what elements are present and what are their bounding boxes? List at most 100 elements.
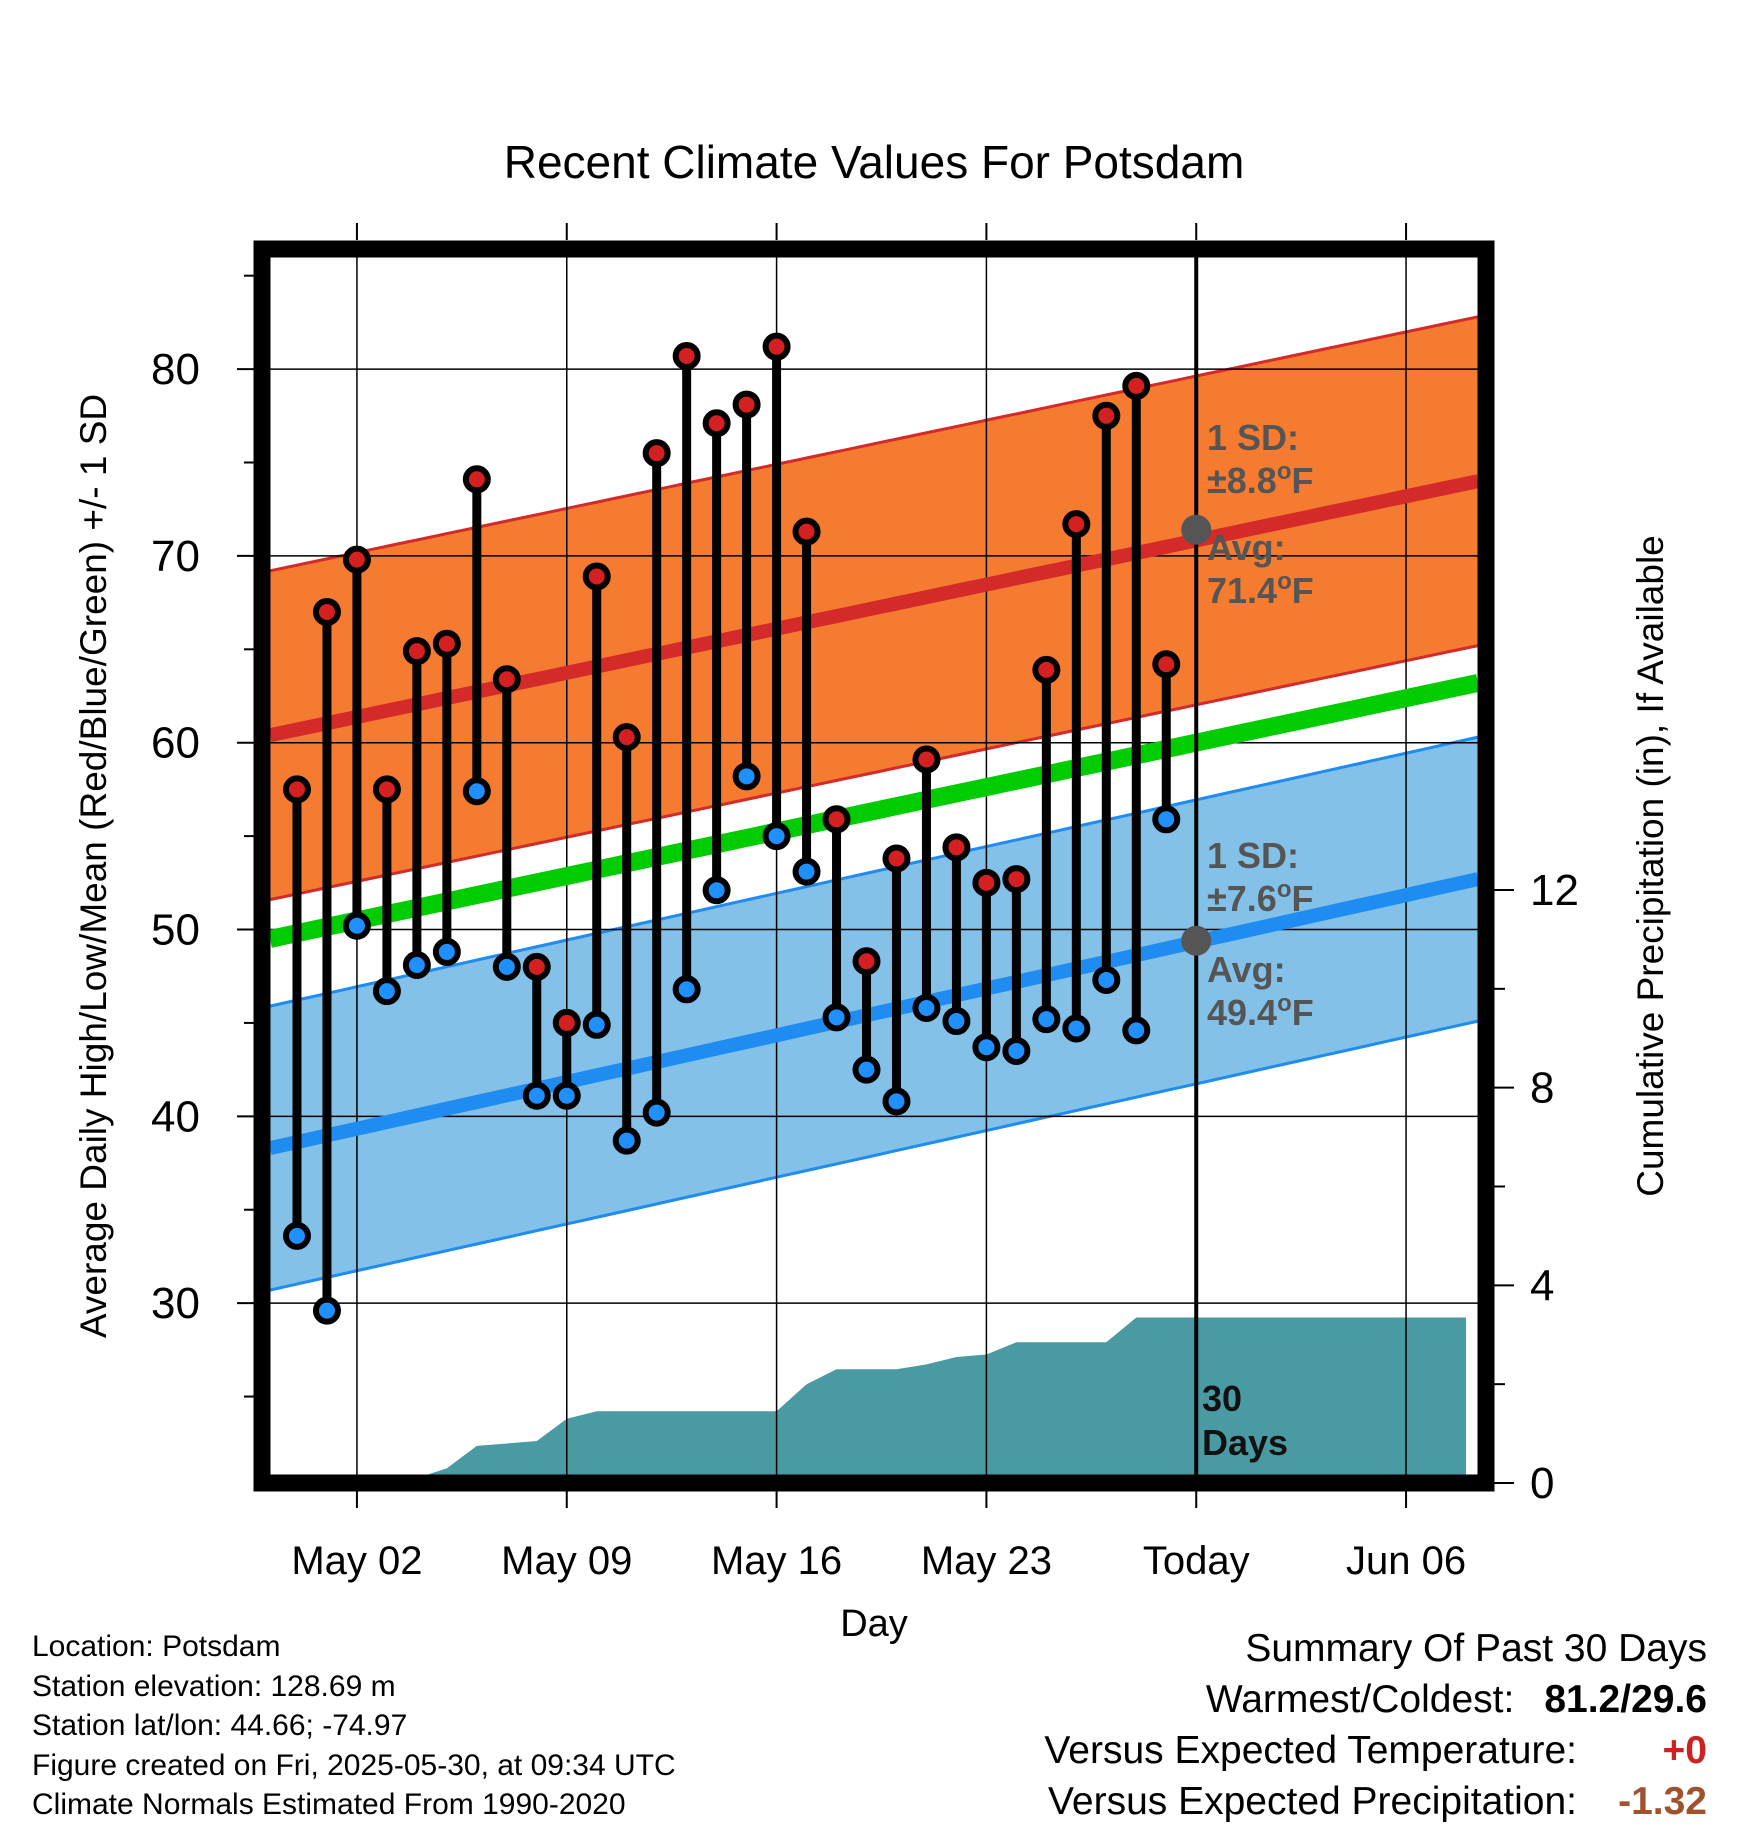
x-tick-label: May 23 xyxy=(921,1539,1052,1583)
daily-low-point xyxy=(402,951,431,980)
temp-label: Versus Expected Temperature: xyxy=(1044,1729,1577,1772)
y2-tick-label: 8 xyxy=(1530,1064,1554,1113)
daily-high-point xyxy=(1152,650,1181,679)
daily-low-point xyxy=(312,1296,341,1325)
daily-high-point xyxy=(522,952,551,981)
daily-high-point xyxy=(732,390,761,419)
station-info: Location: Potsdam Station elevation: 128… xyxy=(32,1627,676,1825)
high-band-lower-edge xyxy=(269,644,1479,902)
high-band-upper-edge xyxy=(269,315,1479,573)
y2-tick-label: 4 xyxy=(1530,1261,1554,1310)
daily-high-point xyxy=(672,342,701,371)
y-tick-label: 60 xyxy=(151,719,200,768)
daily-low-point xyxy=(642,1098,671,1127)
normal-low-line xyxy=(268,872,1480,1155)
daily-low-point xyxy=(462,777,491,806)
daily-high-point xyxy=(282,775,311,804)
low-avg-value: 49.4oF xyxy=(1207,990,1314,1033)
x-tick-label: May 09 xyxy=(501,1539,632,1583)
y2-tick-label: 0 xyxy=(1530,1459,1554,1508)
y-tick-label: 40 xyxy=(151,1092,200,1141)
daily-low-point xyxy=(912,993,941,1022)
plot-frame xyxy=(253,240,1495,1492)
daily-high-point xyxy=(462,465,491,494)
daily-low-point xyxy=(822,1003,851,1032)
high-avg-label: Avg: xyxy=(1207,527,1286,568)
daily-high-point xyxy=(402,637,431,666)
daily-low-point xyxy=(432,937,461,966)
y-axis-label: Average Daily High/Low/Mean (Red/Blue/Gr… xyxy=(73,394,114,1338)
summary-title: Summary Of Past 30 Days xyxy=(1044,1623,1707,1674)
normal-high-line xyxy=(268,474,1480,743)
daily-high-point xyxy=(1092,401,1121,430)
summary-temp-row: Versus Expected Temperature: +0 xyxy=(1044,1725,1707,1776)
low-sd-value: ±7.6oF xyxy=(1207,876,1313,919)
daily-high-point xyxy=(1002,865,1031,894)
location-text: Location: Potsdam xyxy=(32,1630,281,1663)
daily-low-point xyxy=(1032,1005,1061,1034)
daily-high-point xyxy=(492,665,521,694)
latlon-text: Station lat/lon: 44.66; -74.97 xyxy=(32,1709,408,1742)
summary-title-text: Summary Of Past 30 Days xyxy=(1245,1627,1707,1670)
daily-high-point xyxy=(1122,371,1151,400)
normal-lines xyxy=(268,474,1480,1155)
daily-high-point xyxy=(822,805,851,834)
normal-mean-line xyxy=(268,674,1480,948)
low-band-lower-edge xyxy=(269,1019,1479,1292)
x-tick-label: Today xyxy=(1143,1539,1250,1583)
today-average-markers xyxy=(1181,514,1212,956)
y-tick-label: 50 xyxy=(151,906,200,955)
daily-low-point xyxy=(672,975,701,1004)
daily-low-point xyxy=(942,1007,971,1036)
days-count-word: Days xyxy=(1202,1422,1288,1463)
summary-warmest-row: Warmest/Coldest: 81.2/29.6 xyxy=(1044,1674,1707,1725)
y2-tick-label: 12 xyxy=(1530,866,1579,915)
precipitation-area xyxy=(282,1317,1466,1483)
low-avg-label: Avg: xyxy=(1207,949,1286,990)
daily-high-point xyxy=(702,409,731,438)
daily-high-point xyxy=(432,629,461,658)
daily-low-point xyxy=(1002,1036,1031,1065)
high-sd-label: 1 SD: xyxy=(1207,417,1299,458)
daily-high-point xyxy=(882,844,911,873)
daily-low-point xyxy=(372,977,401,1006)
daily-high-point xyxy=(792,517,821,546)
today-high-avg-marker xyxy=(1181,514,1212,545)
daily-low-point xyxy=(342,911,371,940)
low-sd-label: 1 SD: xyxy=(1207,835,1299,876)
summary-panel: Summary Of Past 30 Days Warmest/Coldest:… xyxy=(1044,1623,1707,1827)
warmest-value: 81.2/29.6 xyxy=(1544,1678,1707,1721)
normals-text: Climate Normals Estimated From 1990-2020 xyxy=(32,1788,626,1821)
daily-high-point xyxy=(642,439,671,468)
daily-low-point xyxy=(582,1010,611,1039)
daily-low-point xyxy=(732,762,761,791)
x-axis-label: Day xyxy=(840,1603,908,1645)
annotations: 1 SD: ±8.8oF Avg: 71.4oF 1 SD: ±7.6oF Av… xyxy=(1202,417,1314,1463)
daily-low-point xyxy=(1122,1016,1151,1045)
summary-precip-row: Versus Expected Precipitation: -1.32 xyxy=(1044,1776,1707,1827)
days-count-number: 30 xyxy=(1202,1378,1242,1419)
daily-range-bars xyxy=(282,332,1181,1325)
today-low-avg-marker xyxy=(1181,925,1212,956)
daily-high-point xyxy=(1032,655,1061,684)
precipitation-fill xyxy=(282,1317,1466,1483)
y2-axis-label: Cumulative Precipitation (in), If Availa… xyxy=(1630,535,1671,1197)
daily-low-point xyxy=(612,1126,641,1155)
daily-high-point xyxy=(762,332,791,361)
daily-high-point xyxy=(612,723,641,752)
low-band-upper-edge xyxy=(269,735,1479,1008)
daily-high-point xyxy=(912,745,941,774)
daily-high-point xyxy=(552,1008,581,1037)
x-tick-label: Jun 06 xyxy=(1346,1539,1466,1583)
temp-value: +0 xyxy=(1662,1729,1707,1772)
x-tick-label: May 02 xyxy=(291,1539,422,1583)
daily-high-point xyxy=(972,868,1001,897)
daily-high-point xyxy=(582,562,611,591)
daily-low-point xyxy=(972,1033,1001,1062)
daily-low-point xyxy=(1092,965,1121,994)
daily-low-point xyxy=(282,1221,311,1250)
daily-high-point xyxy=(372,775,401,804)
daily-high-point xyxy=(312,597,341,626)
